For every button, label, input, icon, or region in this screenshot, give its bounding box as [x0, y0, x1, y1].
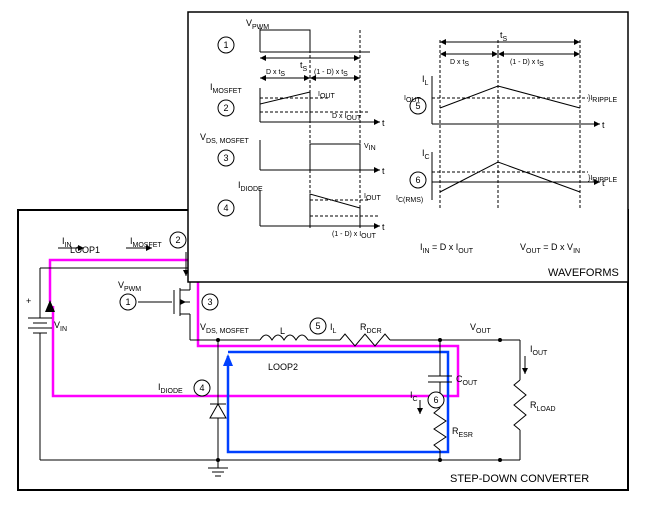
diagram-svg: STEP-DOWN CONVERTER LOOP1 LOOP2 + VIN II…: [0, 0, 646, 506]
circled-3-converter-txt: 3: [207, 297, 212, 307]
junction-gnd2: [438, 458, 442, 462]
circled-4-wave-txt: 4: [223, 203, 228, 213]
p5-iripple: }IRIPPLE: [588, 95, 618, 104]
converter-panel-title: STEP-DOWN CONVERTER: [450, 473, 589, 485]
junction-out2: [498, 338, 502, 342]
waveforms-title: WAVEFORMS: [548, 267, 619, 279]
L-label: L: [280, 326, 285, 336]
circled-6-wave-txt: 6: [415, 175, 420, 185]
p4-iout-label: IOUT: [364, 193, 381, 202]
loop2-label: LOOP2: [268, 362, 298, 372]
p6-iripple: }IRIPPLE: [588, 175, 618, 184]
junction-gnd3: [498, 458, 502, 462]
circled-1-wave-txt: 1: [223, 40, 228, 50]
vin-plus: +: [26, 296, 31, 306]
p6-icrms-label: IC(RMS): [396, 195, 423, 204]
p2-iout-label: IOUT: [318, 91, 335, 100]
circled-2-wave-txt: 2: [223, 103, 228, 113]
loop1-label: LOOP1: [70, 245, 100, 255]
stage: STEP-DOWN CONVERTER LOOP1 LOOP2 + VIN II…: [0, 0, 646, 506]
circled-1-converter-txt: 1: [125, 297, 130, 307]
circled-2-converter-txt: 2: [175, 235, 180, 245]
circled-6-converter-txt: 6: [433, 395, 438, 405]
circled-5-converter-txt: 5: [315, 321, 320, 331]
p5-iout-label: IOUT: [404, 95, 421, 104]
circled-3-wave-txt: 3: [223, 153, 228, 163]
circled-4-converter-txt: 4: [199, 383, 204, 393]
